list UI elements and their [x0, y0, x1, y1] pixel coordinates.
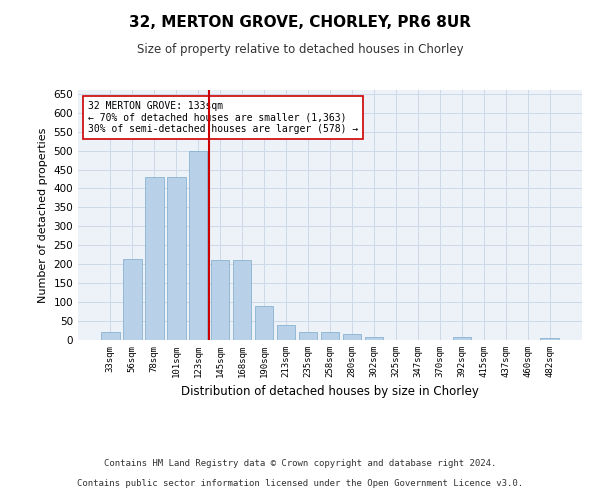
- Bar: [277, 325, 295, 340]
- Text: Size of property relative to detached houses in Chorley: Size of property relative to detached ho…: [137, 42, 463, 56]
- Text: Contains public sector information licensed under the Open Government Licence v3: Contains public sector information licen…: [77, 478, 523, 488]
- Bar: [145, 177, 164, 340]
- Text: 32 MERTON GROVE: 133sqm
← 70% of detached houses are smaller (1,363)
30% of semi: 32 MERTON GROVE: 133sqm ← 70% of detache…: [88, 101, 358, 134]
- Bar: [233, 260, 251, 340]
- Bar: [167, 177, 185, 340]
- Text: 32, MERTON GROVE, CHORLEY, PR6 8UR: 32, MERTON GROVE, CHORLEY, PR6 8UR: [129, 15, 471, 30]
- Bar: [255, 306, 274, 340]
- Text: Contains HM Land Registry data © Crown copyright and database right 2024.: Contains HM Land Registry data © Crown c…: [104, 458, 496, 468]
- Y-axis label: Number of detached properties: Number of detached properties: [38, 128, 48, 302]
- Bar: [189, 150, 208, 340]
- Bar: [101, 332, 119, 340]
- Bar: [123, 258, 142, 340]
- Bar: [320, 332, 340, 340]
- Bar: [343, 334, 361, 340]
- X-axis label: Distribution of detached houses by size in Chorley: Distribution of detached houses by size …: [181, 386, 479, 398]
- Bar: [541, 338, 559, 340]
- Bar: [299, 332, 317, 340]
- Bar: [365, 337, 383, 340]
- Bar: [211, 260, 229, 340]
- Bar: [452, 337, 471, 340]
